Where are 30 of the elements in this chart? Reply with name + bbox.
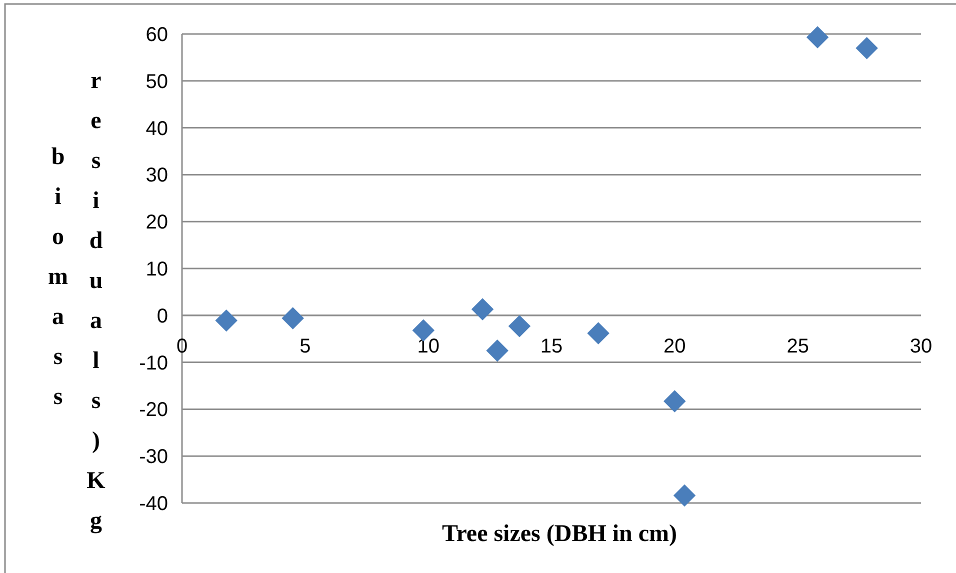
point [664,390,686,412]
y-tick-label: 30 [146,164,168,187]
y-tick-label: 40 [146,118,168,140]
y-tick-label: 10 [146,258,168,280]
y-tick-label: 20 [146,212,168,234]
x-tick-label: 25 [786,335,809,358]
y-tick-label: -40 [139,493,168,515]
point [282,307,304,330]
x-axis-title: Tree sizes (DBH in cm) [442,521,678,547]
point [471,298,494,320]
y-axis-title: biomass residuals)Kg [45,68,109,548]
y-tick-label: 0 [156,305,168,328]
point [673,484,696,507]
x-tick-label: 15 [540,335,563,358]
y-tick-label: -20 [139,399,168,422]
point [856,36,878,60]
x-tick-label: 30 [910,335,932,358]
point [587,322,610,344]
x-tick-label: 5 [300,335,311,358]
x-tick-label: 0 [176,335,188,358]
point [486,339,508,362]
x-tick-label: 20 [664,335,686,358]
point [215,309,238,332]
x-tick-label: 10 [417,335,440,358]
y-tick-label: 60 [146,24,168,46]
point [508,315,531,338]
y-tick-label: 50 [146,70,168,93]
y-tick-label: -10 [139,352,168,374]
point [806,26,829,48]
y-tick-label: -30 [139,446,168,468]
